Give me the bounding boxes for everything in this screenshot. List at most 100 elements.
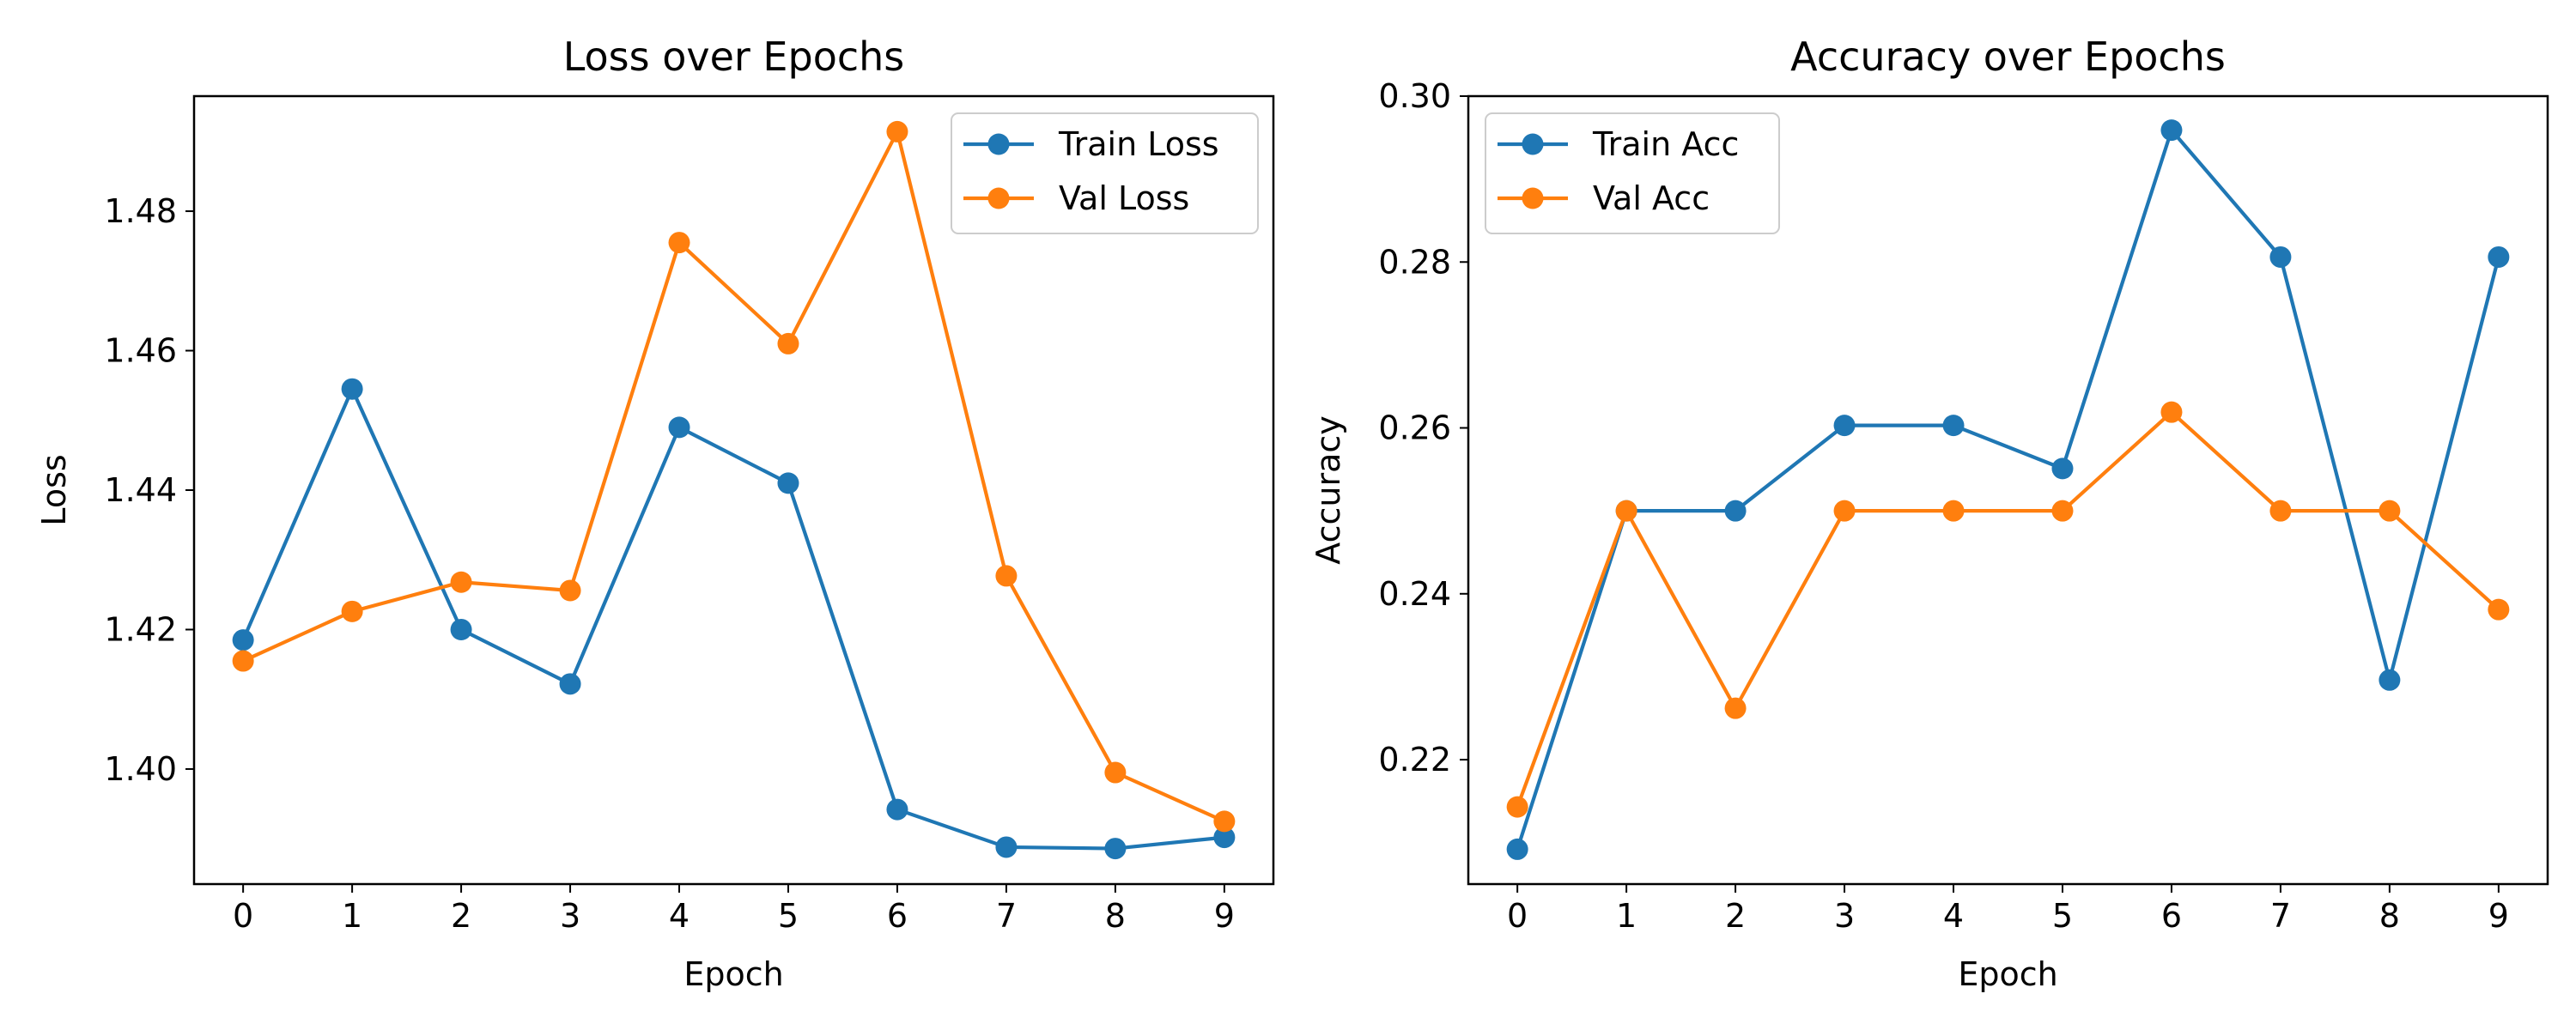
data-point <box>2160 119 2183 142</box>
chart-panel-2: 0 1 2 3 4 5 6 7 8 9 0.22 0.24 0.26 0.28 0.30 Accuracy o… <box>1309 33 2549 993</box>
data-point <box>1213 827 1236 849</box>
x-tick-label: 0 <box>233 897 253 935</box>
legend-item: Val Loss <box>963 179 1189 217</box>
x-tick-label: 6 <box>2161 897 2182 935</box>
data-point <box>232 650 254 672</box>
y-axis-label: Accuracy <box>1309 415 1347 565</box>
data-point <box>995 836 1018 858</box>
data-point <box>450 618 472 640</box>
series-group <box>1506 119 2510 860</box>
data-point <box>559 673 581 695</box>
data-point <box>1724 697 1747 719</box>
data-point <box>2488 598 2510 621</box>
legend-label: Train Acc <box>1592 125 1739 163</box>
data-point <box>2269 500 2292 522</box>
y-tick-label: 1.44 <box>104 471 177 509</box>
data-point <box>1724 500 1747 522</box>
legend-item: Train Acc <box>1498 125 1739 163</box>
data-point <box>668 232 690 254</box>
x-tick-label: 2 <box>451 897 471 935</box>
data-point <box>559 579 581 602</box>
chart-panel-1: 0 1 2 3 4 5 6 7 8 9 1.40 1.42 1.44 1.46 1.48 Loss over … <box>35 33 1275 993</box>
axes-frame <box>1467 94 2549 886</box>
data-point <box>1833 500 1856 522</box>
legend: Train Acc Val Acc <box>1485 112 1780 234</box>
data-point <box>1104 838 1127 860</box>
x-tick-label: 7 <box>996 897 1017 935</box>
legend-label: Val Loss <box>1059 179 1189 217</box>
legend: Train Loss Val Loss <box>951 112 1259 234</box>
data-point <box>341 600 363 622</box>
data-point <box>1213 810 1236 833</box>
legend-swatch-marker <box>987 187 1010 209</box>
y-tick-label: 0.30 <box>1378 77 1451 115</box>
data-point <box>2051 457 2074 480</box>
data-point <box>777 472 799 494</box>
chart-title: Accuracy over Epochs <box>1790 33 2226 80</box>
chart-title: Loss over Epochs <box>563 33 905 80</box>
data-point <box>995 565 1018 587</box>
data-point <box>2269 245 2292 268</box>
series-1 <box>232 378 1236 860</box>
series-2 <box>1506 401 2510 818</box>
x-tick-label: 8 <box>1105 897 1126 935</box>
y-tick-label: 0.24 <box>1378 575 1451 613</box>
data-point <box>2379 500 2401 522</box>
x-tick-label: 1 <box>1616 897 1637 935</box>
x-tick-label: 5 <box>2052 897 2073 935</box>
data-point <box>2379 669 2401 691</box>
data-point <box>1615 500 1637 522</box>
y-tick-label: 0.26 <box>1378 409 1451 447</box>
x-tick-label: 4 <box>669 897 690 935</box>
data-point <box>1833 415 1856 437</box>
x-tick-label: 3 <box>1834 897 1855 935</box>
legend-item: Val Acc <box>1498 179 1710 217</box>
data-point <box>1942 415 1965 437</box>
x-tick-label: 5 <box>778 897 799 935</box>
data-point <box>450 571 472 593</box>
data-point <box>1506 838 1528 860</box>
data-point <box>1942 500 1965 522</box>
legend-swatch-marker <box>1522 133 1544 155</box>
y-tick-label: 1.42 <box>104 610 177 648</box>
x-tick-label: 9 <box>1214 897 1235 935</box>
x-tick-label: 4 <box>1943 897 1964 935</box>
data-point <box>2488 245 2510 268</box>
data-point <box>668 416 690 439</box>
x-tick-label: 9 <box>2488 897 2509 935</box>
x-tick-label: 2 <box>1725 897 1746 935</box>
x-axis-label: Epoch <box>683 955 783 993</box>
data-point <box>886 120 908 142</box>
legend-swatch-marker <box>1522 187 1544 209</box>
data-point <box>886 798 908 821</box>
data-point <box>341 378 363 400</box>
legend-item: Train Loss <box>963 125 1219 163</box>
x-tick-label: 8 <box>2379 897 2400 935</box>
x-tick-label: 0 <box>1507 897 1528 935</box>
legend-label: Val Acc <box>1593 179 1710 217</box>
x-tick-label: 3 <box>560 897 580 935</box>
data-point <box>777 332 799 354</box>
series-line <box>240 130 1227 824</box>
x-tick-label: 6 <box>887 897 908 935</box>
data-point <box>232 629 254 651</box>
series-group <box>232 120 1236 860</box>
data-point <box>1506 796 1528 818</box>
series-line <box>240 387 1227 851</box>
x-tick-label: 7 <box>2270 897 2291 935</box>
y-tick-label: 0.22 <box>1378 741 1451 779</box>
y-tick-label: 1.40 <box>104 750 177 788</box>
series-1 <box>1506 119 2510 860</box>
y-tick-label: 1.46 <box>104 332 177 370</box>
y-tick-label: 0.28 <box>1378 243 1451 281</box>
series-line <box>1515 410 2501 809</box>
data-point <box>2160 401 2183 423</box>
series-2 <box>232 120 1236 833</box>
legend-label: Train Loss <box>1058 125 1219 163</box>
legend-swatch-marker <box>987 133 1010 155</box>
x-tick-label: 1 <box>342 897 362 935</box>
series-line <box>1515 128 2501 852</box>
y-axis-label: Loss <box>35 454 73 525</box>
data-point <box>1104 761 1127 784</box>
